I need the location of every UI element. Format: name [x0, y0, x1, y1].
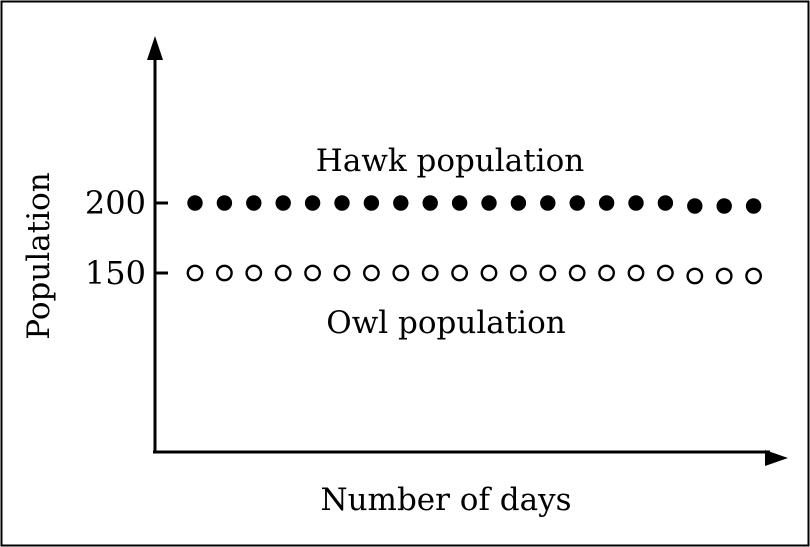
hawk-series-label: Hawk population	[316, 143, 584, 179]
owl-point	[304, 264, 321, 282]
series-label-layer: Hawk population Owl population	[316, 143, 584, 341]
hawk-point	[598, 195, 615, 211]
owl-point	[451, 264, 468, 282]
y-tick-label: 150	[85, 254, 146, 292]
hawk-point	[569, 195, 585, 211]
hawk-point	[657, 195, 674, 211]
hawk-point	[304, 195, 321, 211]
hawk-point	[510, 195, 527, 211]
owl-series-label: Owl population	[326, 305, 565, 341]
owl-point	[274, 264, 292, 282]
hawk-point	[540, 195, 556, 211]
owl-point	[598, 264, 615, 282]
hawk-point	[246, 195, 262, 211]
hawk-point	[334, 195, 350, 211]
y-axis-arrowhead	[147, 36, 163, 60]
x-axis-label: Number of days	[320, 482, 571, 518]
marker-layer	[186, 195, 762, 285]
hawk-point	[275, 195, 291, 211]
owl-point	[686, 267, 704, 285]
hawk-point	[451, 195, 468, 211]
owl-point	[510, 264, 527, 282]
owl-point	[392, 264, 410, 282]
owl-point	[362, 264, 380, 282]
owl-point	[539, 264, 557, 282]
hawk-point	[422, 195, 438, 211]
hawk-point	[716, 198, 732, 214]
owl-point	[186, 264, 204, 282]
y-tick-label: 200	[85, 184, 146, 222]
x-axis-arrowhead	[765, 450, 788, 466]
hawk-point	[363, 195, 380, 211]
hawk-point	[481, 195, 497, 211]
owl-point	[627, 264, 645, 282]
owl-point	[657, 264, 674, 282]
y-axis-label: Population	[21, 172, 57, 340]
hawk-point	[216, 195, 233, 211]
y-tick-layer: 150 200	[85, 184, 168, 292]
owl-point	[568, 264, 586, 282]
owl-point	[745, 267, 762, 285]
owl-point	[421, 264, 439, 282]
hawk-point	[393, 195, 409, 211]
hawk-point	[687, 198, 703, 214]
owl-point	[333, 264, 351, 282]
owl-point	[715, 267, 733, 285]
owl-point	[245, 264, 263, 282]
hawk-point	[187, 195, 203, 211]
hawk-point	[628, 195, 644, 211]
owl-point	[215, 264, 233, 282]
owl-point	[480, 264, 498, 282]
hawk-point	[745, 198, 762, 214]
